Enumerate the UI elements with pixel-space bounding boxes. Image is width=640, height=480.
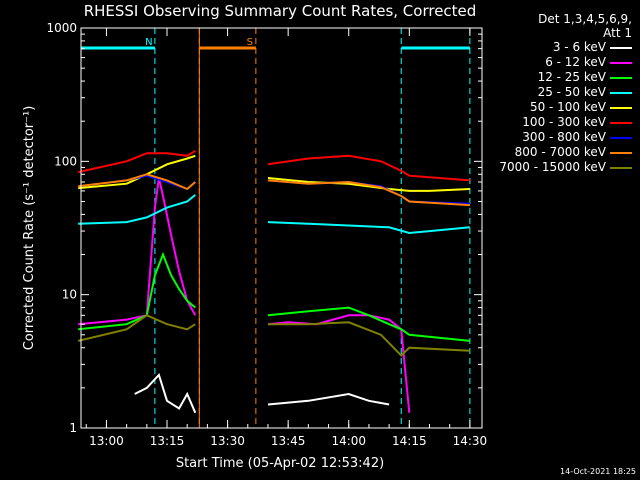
legend-item: 25 - 50 keV (538, 85, 632, 99)
series-line (267, 154, 470, 182)
x-tick-label: 13:45 (271, 434, 306, 448)
x-tick-label: 13:00 (89, 434, 124, 448)
axis-layer: 1 10 100 1000 13:00 13:15 13:30 13:45 14:00 14:15… (46, 21, 487, 448)
y-tick-label: 10 (62, 288, 77, 302)
series-layer (77, 149, 471, 414)
flag-label: S (247, 37, 253, 48)
x-tick-label: 13:15 (150, 434, 185, 448)
legend-swatch (610, 121, 632, 124)
x-tick-label: 14:30 (453, 434, 488, 448)
legend-label: 3 - 6 keV (552, 40, 606, 54)
legend-label: 6 - 12 keV (545, 55, 606, 69)
legend-swatch (610, 46, 632, 49)
legend-label: 12 - 25 keV (537, 70, 606, 84)
legend-swatch (610, 151, 632, 154)
series-line (78, 173, 196, 191)
legend-title: Det 1,3,4,5,6,9, (538, 12, 632, 26)
x-tick-label: 14:00 (331, 434, 366, 448)
series-line (267, 179, 470, 207)
x-tick-label: 13:30 (210, 434, 245, 448)
chart-title: RHESSI Observing Summary Count Rates, Co… (84, 2, 477, 20)
legend-item: 7000 - 15000 keV (499, 160, 632, 174)
legend-swatch (610, 61, 632, 64)
legend-swatch (610, 136, 632, 139)
series-line (267, 392, 390, 406)
legend-swatch (610, 106, 632, 109)
legend-label: 7000 - 15000 keV (499, 160, 606, 174)
flag-label: N (145, 37, 152, 48)
series-line (268, 321, 470, 357)
series-line (78, 154, 196, 190)
legend-item: 6 - 12 keV (545, 55, 632, 69)
legend-label: 300 - 800 keV (522, 130, 606, 144)
x-axis-label: Start Time (05-Apr-02 12:53:42) (176, 456, 384, 471)
legend-item: 3 - 6 keV (553, 40, 632, 54)
legend-label: 800 - 7000 keV (514, 145, 606, 159)
series-line (267, 314, 411, 413)
y-tick-label: 1 (69, 421, 77, 435)
x-tick-label: 14:15 (392, 434, 427, 448)
series-line (78, 194, 196, 225)
plot-frame (80, 27, 483, 429)
series-line (78, 251, 196, 331)
series-line (267, 179, 470, 205)
series-line (267, 306, 471, 342)
legend-label: 50 - 100 keV (529, 100, 606, 114)
series-line (267, 221, 470, 235)
legend-label: 100 - 300 keV (522, 115, 606, 129)
legend-item: 12 - 25 keV (538, 70, 632, 84)
legend-item: 800 - 7000 keV (515, 145, 632, 159)
series-line (267, 177, 470, 192)
legend-title: Att 1 (603, 26, 632, 40)
series-line (78, 177, 197, 326)
legend-label: 25 - 50 keV (537, 85, 606, 99)
y-tick-label: 100 (54, 154, 77, 168)
legend-swatch (610, 91, 632, 94)
legend-swatch (610, 76, 632, 79)
series-line (77, 149, 196, 174)
generation-timestamp: 14-Oct-2021 18:25 (560, 467, 636, 476)
series-line (134, 372, 197, 414)
legend-item: 300 - 800 keV (522, 130, 632, 144)
y-tick-label: 1000 (46, 21, 77, 35)
legend-swatch (610, 166, 632, 169)
series-line (77, 314, 196, 342)
y-axis-label: Corrected Count Rate (s⁻¹ detector⁻¹) (22, 106, 37, 351)
legend-item: 50 - 100 keV (530, 100, 632, 114)
legend-item: 100 - 300 keV (522, 115, 632, 129)
